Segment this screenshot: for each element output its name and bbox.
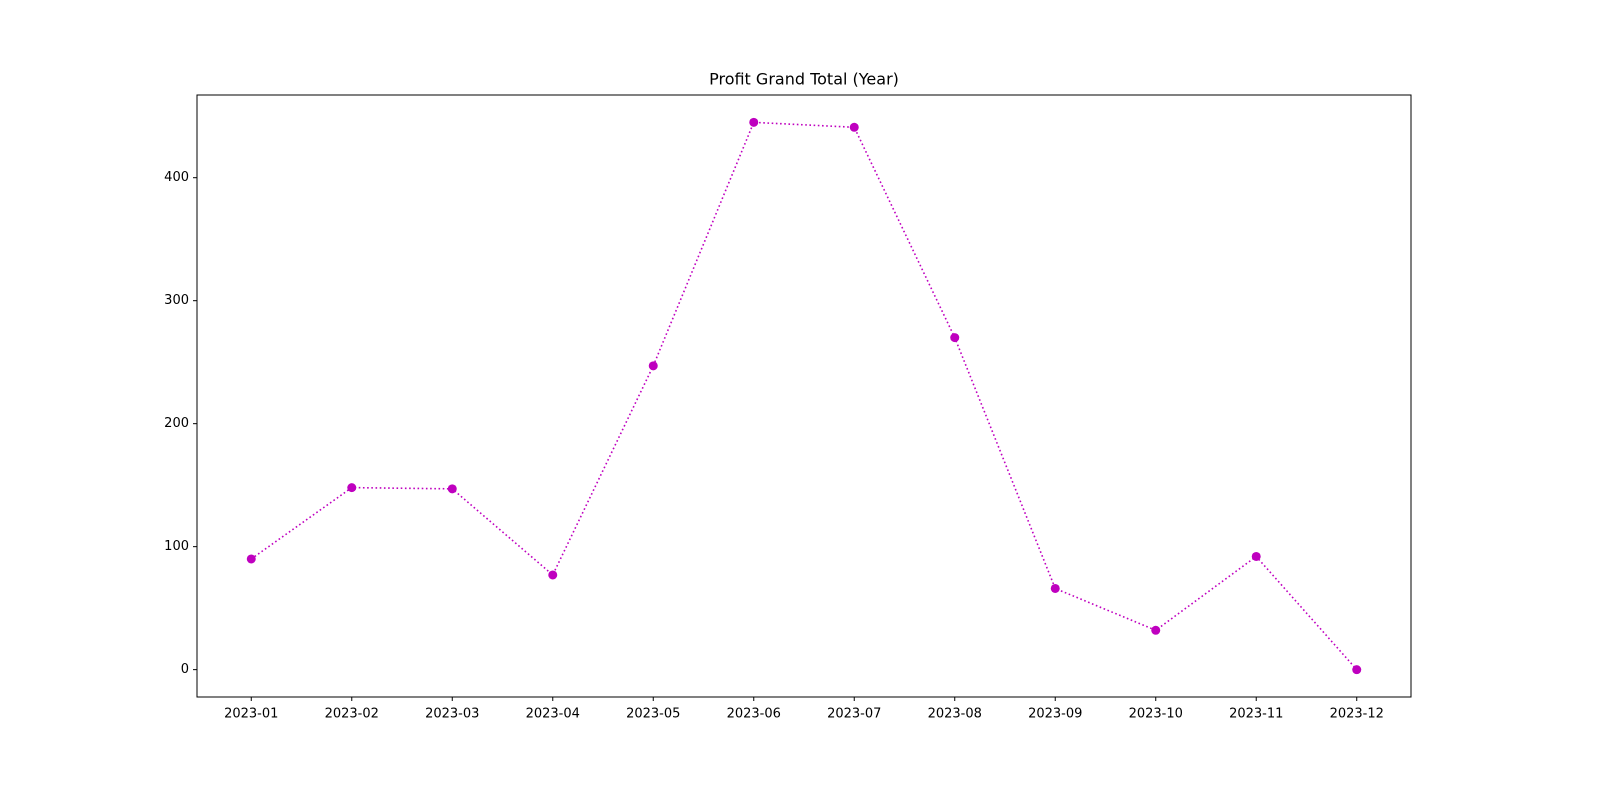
x-tick-label: 2023-11: [1229, 707, 1283, 722]
y-tick-label: 200: [164, 416, 189, 431]
x-tick-label: 2023-09: [1028, 707, 1082, 722]
plot-frame: [196, 94, 1412, 698]
x-tick-label: 2023-06: [727, 707, 781, 722]
point: [849, 122, 859, 132]
point: [1050, 583, 1060, 593]
point: [1151, 625, 1161, 635]
x-tick-label: 2023-01: [224, 707, 278, 722]
point: [246, 554, 256, 564]
x-tick-label: 2023-12: [1330, 707, 1384, 722]
y-tick-label: 300: [164, 293, 189, 308]
point: [1352, 665, 1362, 675]
point: [548, 570, 558, 580]
x-tick-label: 2023-07: [827, 707, 881, 722]
point: [1251, 551, 1261, 561]
point: [447, 484, 457, 494]
y-tick-label: 400: [164, 170, 189, 185]
point: [648, 361, 658, 371]
x-tick-label: 2023-03: [425, 707, 479, 722]
point: [749, 117, 759, 127]
x-tick-label: 2023-08: [928, 707, 982, 722]
point: [347, 483, 357, 493]
x-tick-label: 2023-10: [1129, 707, 1183, 722]
line: [250, 121, 1358, 671]
x-tick-label: 2023-05: [626, 707, 680, 722]
y-tick-label: 100: [164, 539, 189, 554]
y-tick-label: 0: [181, 662, 189, 677]
x-tick-label: 2023-02: [325, 707, 379, 722]
x-tick-label: 2023-04: [526, 707, 580, 722]
chart-title: Profit Grand Total (Year): [709, 70, 899, 89]
point: [950, 333, 960, 343]
